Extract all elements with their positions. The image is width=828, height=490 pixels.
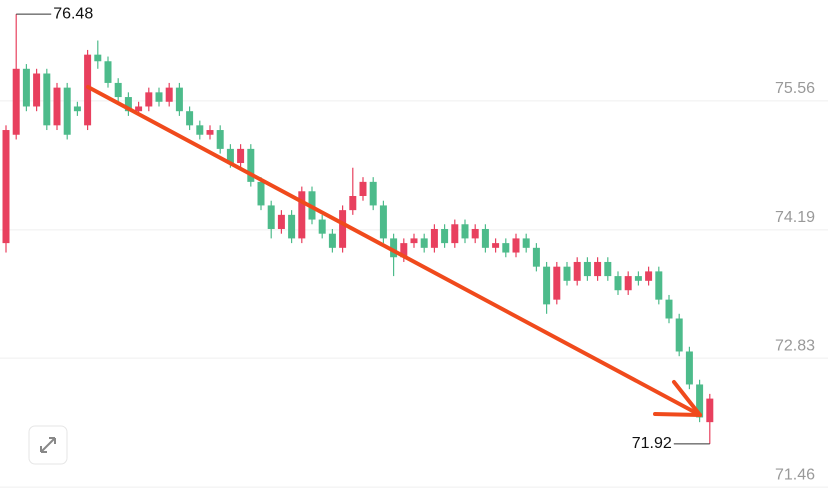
y-tick-label: 75.56	[775, 80, 815, 97]
candle-body	[145, 92, 153, 107]
expand-button[interactable]	[28, 425, 68, 465]
candle-body	[634, 276, 642, 281]
candle-body	[481, 228, 489, 248]
candles	[2, 14, 714, 444]
candle-body	[379, 205, 387, 239]
candle-body	[328, 233, 336, 248]
candle-body	[257, 181, 265, 206]
candle-body	[594, 261, 602, 277]
candle-body	[441, 228, 449, 244]
candle-body	[563, 266, 571, 281]
candle-body	[94, 54, 102, 62]
candle-body	[104, 61, 112, 83]
candle-body	[33, 73, 41, 107]
candle-body	[73, 106, 81, 112]
candle-body	[318, 219, 326, 234]
y-tick-label: 71.46	[775, 466, 815, 483]
candle-body	[369, 181, 377, 206]
candle-body	[349, 196, 357, 211]
candle-body	[471, 228, 479, 239]
candle-body	[512, 238, 520, 253]
candle-body	[685, 351, 693, 385]
candle-body	[645, 271, 653, 281]
candle-body	[461, 224, 469, 239]
trend-arrow	[86, 85, 702, 417]
candle-body	[226, 148, 234, 164]
candle-body	[114, 82, 122, 98]
candle-body	[553, 266, 561, 300]
candle-body	[53, 87, 61, 126]
candle-body	[430, 228, 438, 248]
candle-body	[583, 261, 591, 277]
candle-body	[22, 68, 30, 107]
candle-body	[675, 318, 683, 352]
candle-body	[543, 266, 551, 305]
candle-body	[420, 238, 428, 248]
candle-body	[43, 73, 51, 126]
candle-body	[665, 299, 673, 319]
candle-body	[135, 106, 143, 112]
grid: 75.56 74.19 72.83 71.46	[0, 80, 828, 488]
candle-body	[390, 238, 398, 258]
candle-body	[175, 87, 183, 112]
candle-body	[614, 276, 622, 291]
candle-body	[206, 130, 214, 135]
candle-body	[706, 398, 714, 423]
candle-body	[502, 243, 510, 253]
annotations: 76.48 71.92	[16, 5, 710, 452]
candle-body	[604, 261, 612, 277]
candle-body	[492, 243, 500, 248]
candle-body	[63, 87, 71, 135]
candle-body	[288, 214, 296, 239]
candle-body	[451, 224, 459, 244]
y-tick-label: 74.19	[775, 209, 815, 226]
y-tick-label: 72.83	[775, 337, 815, 354]
candle-body	[155, 92, 163, 102]
max-label: 76.48	[53, 5, 93, 22]
candle-body	[400, 243, 408, 258]
candle-body	[624, 276, 632, 291]
candle-body	[359, 181, 367, 196]
candle-body	[532, 247, 540, 267]
candle-body	[216, 130, 224, 149]
candle-body	[2, 130, 10, 244]
candle-body	[124, 97, 132, 112]
candle-body	[165, 87, 173, 102]
candle-body	[696, 384, 704, 418]
candle-body	[522, 238, 530, 248]
candle-body	[298, 191, 306, 239]
min-label: 71.92	[632, 435, 672, 452]
candle-body	[247, 148, 255, 182]
candle-body	[186, 111, 194, 126]
candle-body	[410, 238, 418, 244]
candle-body	[573, 261, 581, 281]
candle-body	[277, 214, 285, 229]
candle-body	[84, 54, 92, 126]
candle-body	[267, 205, 275, 229]
candle-body	[655, 271, 663, 300]
candle-body	[12, 68, 20, 135]
candle-body	[339, 210, 347, 248]
candle-body	[196, 125, 204, 135]
candle-body	[237, 148, 245, 164]
